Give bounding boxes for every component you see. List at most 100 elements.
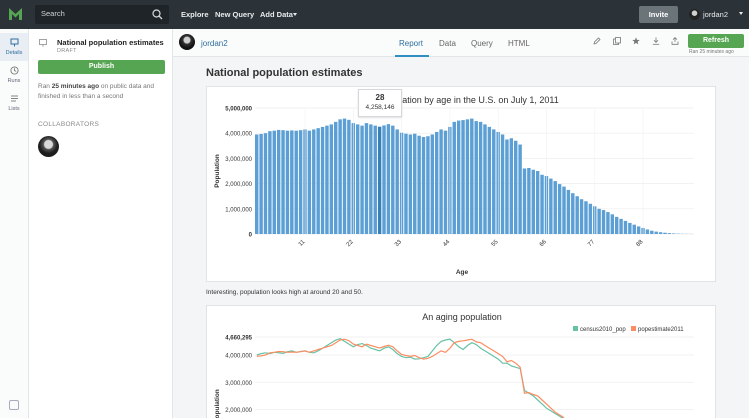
search-icon[interactable] [152, 9, 163, 20]
bar[interactable] [276, 129, 281, 234]
bar[interactable] [320, 126, 325, 234]
bar[interactable] [456, 120, 461, 234]
bar[interactable] [408, 134, 413, 234]
star-icon[interactable] [632, 37, 640, 45]
bar[interactable] [404, 133, 408, 234]
bar[interactable] [285, 130, 290, 234]
bar[interactable] [522, 168, 527, 234]
tab-report[interactable]: Report [399, 39, 424, 48]
bar[interactable] [672, 233, 676, 234]
bar[interactable] [654, 231, 658, 234]
bar[interactable] [347, 119, 351, 234]
line-chart[interactable]: An aging population 2,000,000 3,000,000 4,0… [207, 306, 717, 418]
nav-new-query-link[interactable]: New Query [215, 10, 255, 19]
bar[interactable] [553, 181, 557, 234]
bar[interactable] [509, 138, 514, 234]
bar[interactable] [391, 125, 395, 234]
collaborator-avatar[interactable] [38, 136, 59, 157]
bar[interactable] [632, 224, 636, 234]
bar[interactable] [386, 124, 391, 234]
bar[interactable] [281, 130, 285, 234]
rail-item-lists[interactable]: Lists [0, 89, 28, 117]
bar[interactable] [263, 133, 268, 234]
bar[interactable] [434, 131, 439, 234]
bar[interactable] [571, 193, 575, 234]
bar[interactable] [426, 136, 430, 234]
mode-logo-icon[interactable] [8, 7, 23, 21]
expand-icon[interactable] [9, 400, 19, 410]
author-avatar[interactable] [179, 34, 195, 50]
bar[interactable] [355, 124, 360, 234]
chevron-down-icon[interactable] [293, 13, 297, 16]
bar[interactable] [575, 196, 579, 234]
bar[interactable] [369, 124, 373, 234]
bar[interactable] [342, 118, 347, 234]
bar[interactable] [527, 167, 531, 234]
bar[interactable] [540, 174, 544, 234]
bar[interactable] [535, 171, 540, 234]
bar[interactable] [514, 140, 518, 234]
bar[interactable] [650, 230, 654, 234]
tab-query[interactable]: Query [471, 39, 493, 48]
chevron-down-icon[interactable] [739, 12, 743, 15]
author-link[interactable]: jordan2 [201, 39, 228, 48]
bar[interactable] [325, 125, 329, 234]
bar[interactable] [667, 233, 672, 234]
bar[interactable] [601, 210, 606, 234]
download-icon[interactable] [652, 37, 660, 45]
bar[interactable] [557, 184, 562, 234]
bar[interactable] [382, 125, 386, 234]
bar[interactable] [298, 130, 303, 234]
share-icon[interactable] [671, 37, 679, 45]
bar[interactable] [413, 133, 417, 234]
bar[interactable] [421, 136, 426, 234]
bar[interactable] [610, 214, 615, 234]
bar[interactable] [487, 126, 492, 234]
rail-item-runs[interactable]: Runs [0, 61, 28, 89]
bar[interactable] [658, 232, 663, 234]
nav-explore-link[interactable]: Explore [181, 10, 209, 19]
legend-label[interactable]: census2010_pop [580, 327, 626, 333]
bar[interactable] [619, 218, 623, 234]
bar[interactable] [417, 135, 421, 234]
bar[interactable] [307, 130, 312, 234]
search-input[interactable]: Search [35, 5, 169, 24]
tab-html[interactable]: HTML [508, 39, 530, 48]
bar[interactable] [312, 129, 316, 234]
bar[interactable] [623, 220, 628, 234]
bar[interactable] [316, 128, 320, 234]
bar[interactable] [470, 118, 474, 234]
bar[interactable] [645, 229, 650, 234]
bar[interactable] [290, 130, 294, 234]
bar[interactable] [373, 125, 377, 234]
series-line[interactable] [256, 337, 564, 418]
bar[interactable] [255, 134, 259, 234]
bar[interactable] [395, 129, 399, 234]
bar[interactable] [294, 130, 298, 234]
bar[interactable] [562, 186, 566, 234]
legend-label[interactable]: popestimate2011 [638, 327, 684, 333]
bar[interactable] [518, 144, 522, 234]
publish-button[interactable]: Publish [38, 60, 165, 74]
edit-icon[interactable] [593, 37, 601, 45]
series-line[interactable] [256, 338, 565, 418]
bar[interactable] [272, 130, 276, 234]
bar[interactable] [588, 203, 593, 234]
report-name[interactable]: National population estimates [57, 38, 164, 47]
refresh-button[interactable]: Refresh [688, 34, 744, 48]
bar[interactable] [505, 139, 509, 235]
bar[interactable] [360, 125, 364, 234]
bar[interactable] [500, 134, 505, 234]
nav-add-data-link[interactable]: Add Data [260, 10, 293, 19]
bar[interactable] [566, 189, 571, 234]
bar[interactable] [430, 134, 435, 234]
bar[interactable] [329, 124, 334, 234]
bar[interactable] [531, 169, 535, 234]
bar[interactable] [474, 121, 478, 234]
rail-item-details[interactable]: Details [0, 33, 28, 61]
bar[interactable] [628, 222, 632, 234]
bar[interactable] [636, 226, 641, 234]
bar[interactable] [364, 123, 369, 234]
bar[interactable] [268, 131, 272, 234]
tab-data[interactable]: Data [439, 39, 456, 48]
